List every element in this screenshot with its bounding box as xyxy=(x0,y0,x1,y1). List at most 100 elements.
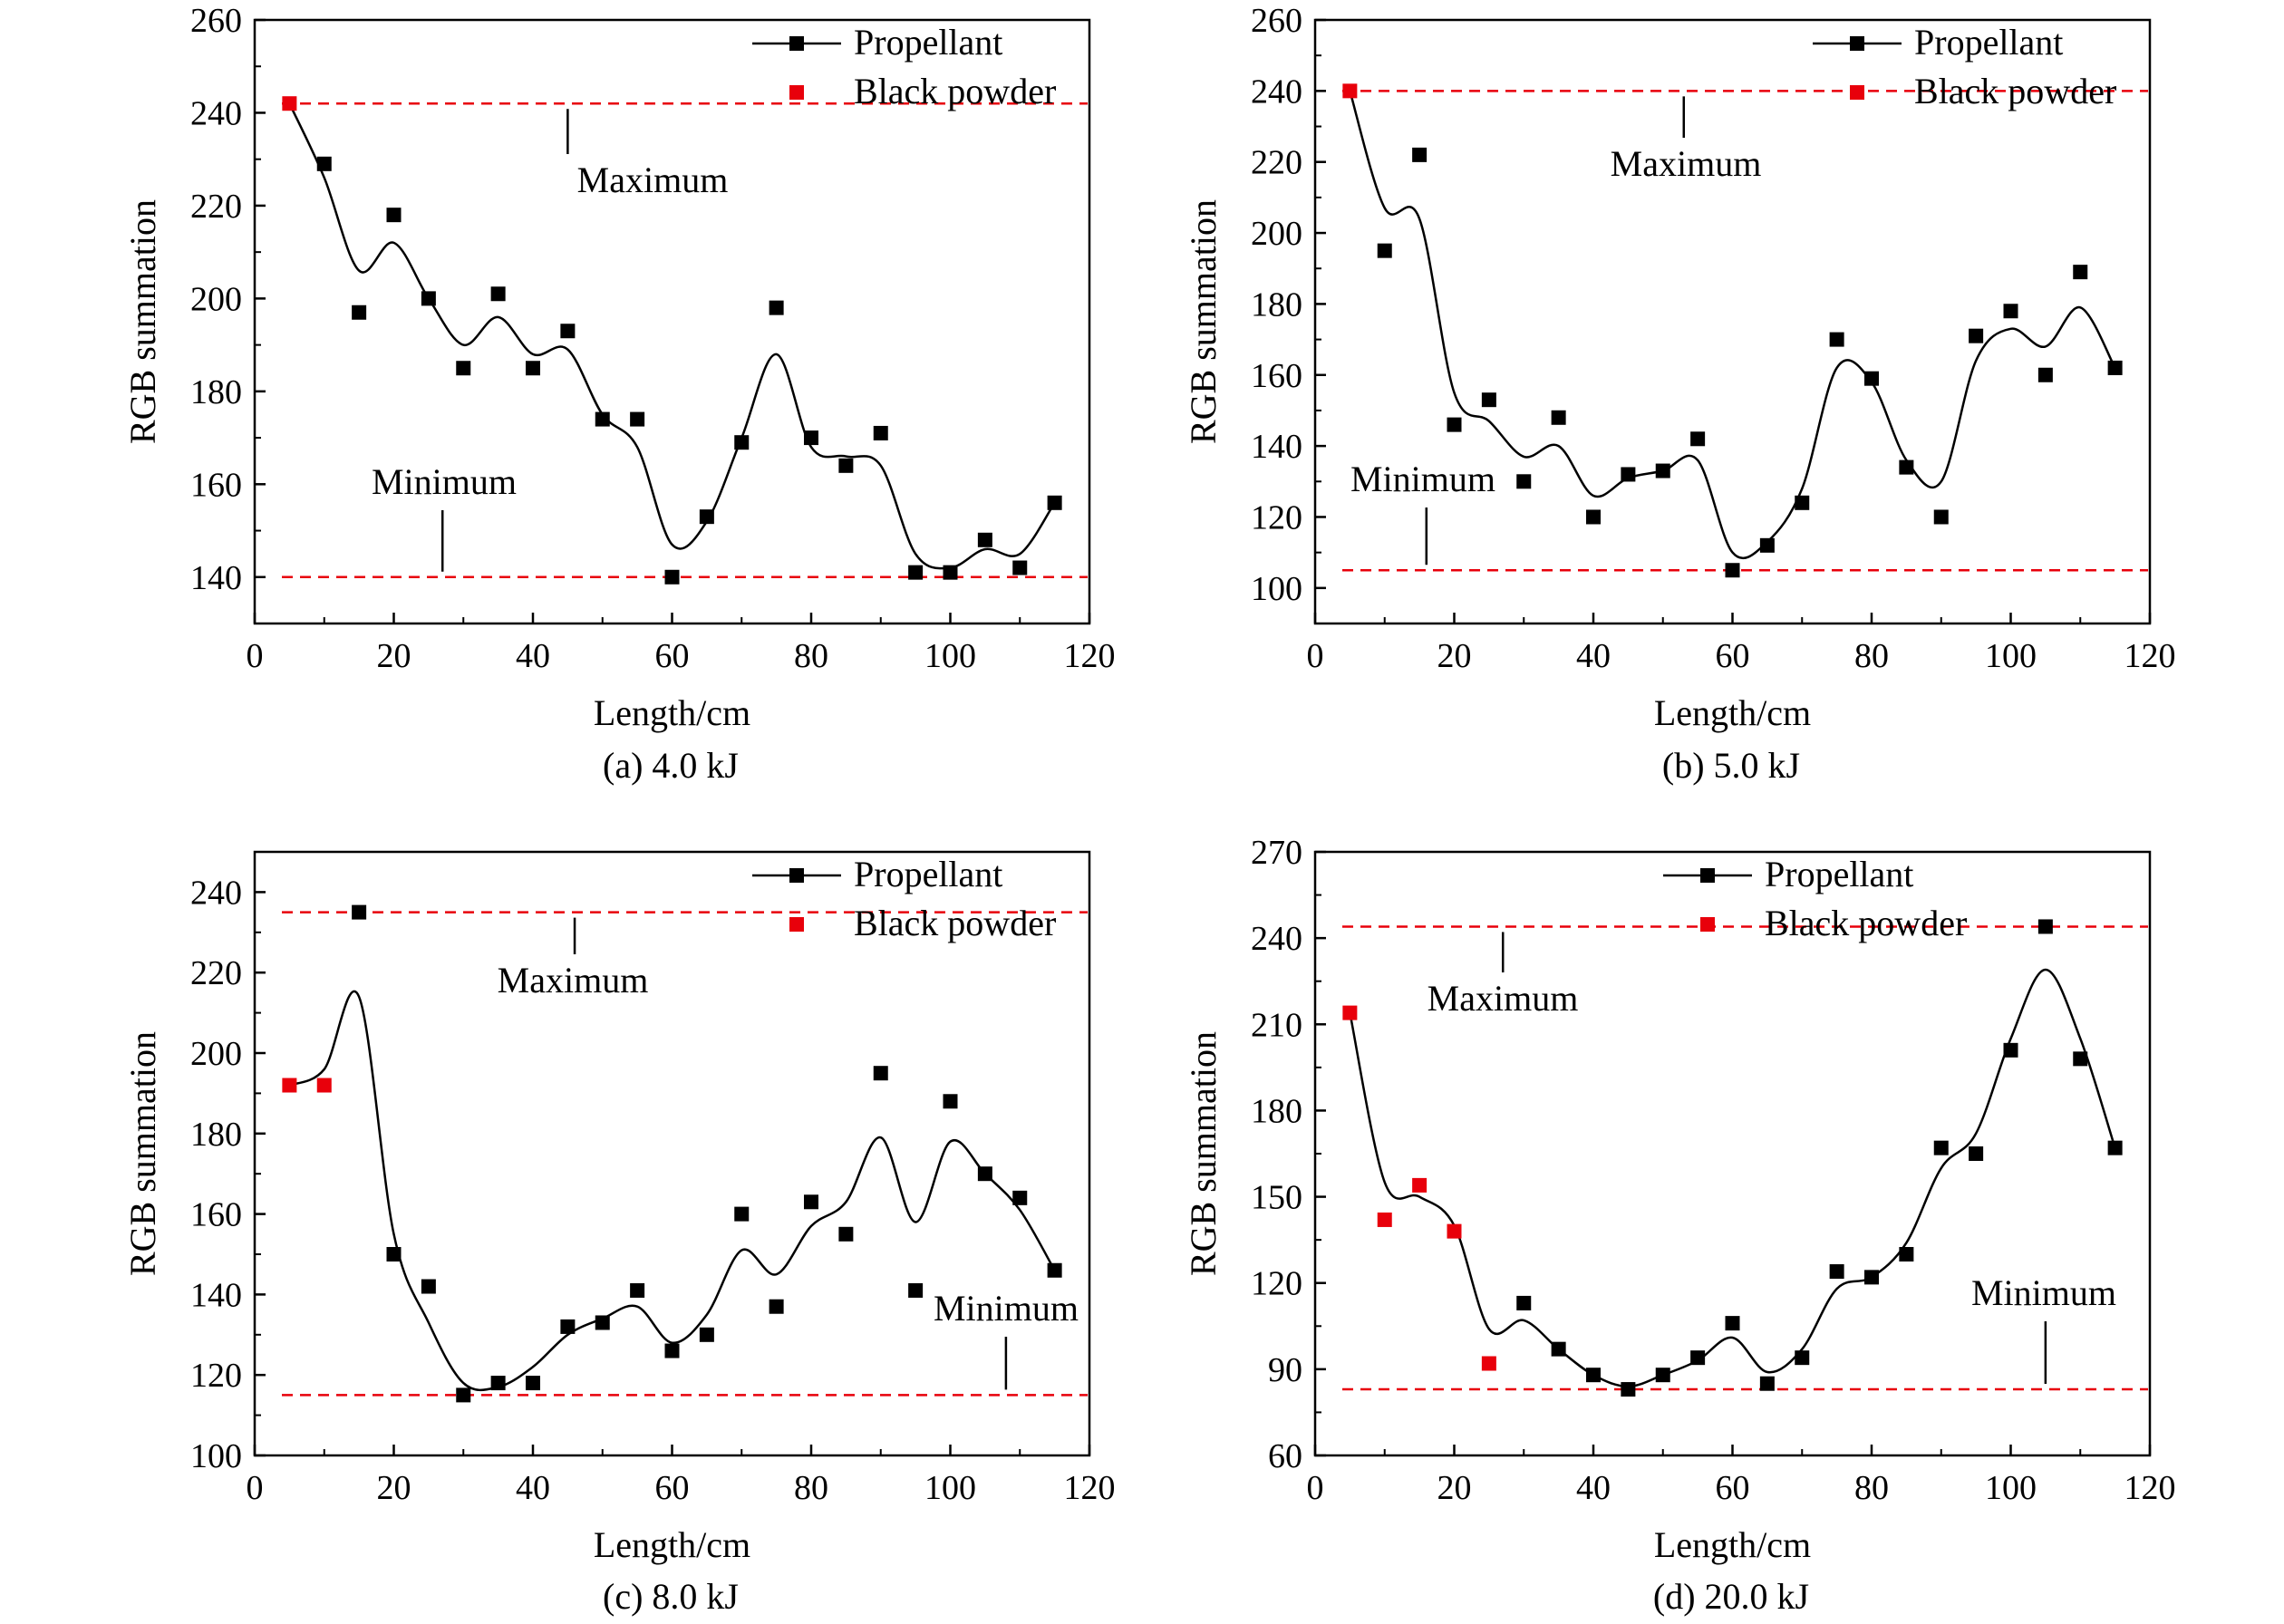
propellant-point xyxy=(2037,919,2053,934)
propellant-point xyxy=(1655,463,1670,478)
propellant-fit-curve xyxy=(288,102,1056,570)
propellant-point xyxy=(1586,1368,1601,1383)
black-powder-point xyxy=(1342,1005,1358,1020)
propellant-point xyxy=(595,411,610,427)
x-tick-label: 100 xyxy=(1985,637,2037,675)
propellant-point xyxy=(1969,328,1984,343)
legend-propellant-label: Propellant xyxy=(854,22,1002,63)
propellant-point xyxy=(456,1387,471,1403)
black-powder-point xyxy=(1481,1356,1496,1371)
x-tick-label: 120 xyxy=(2124,637,2176,675)
y-tick-label: 100 xyxy=(1251,570,1302,608)
propellant-point xyxy=(2003,304,2018,319)
x-axis-label: Length/cm xyxy=(594,1524,750,1565)
legend-propellant-marker xyxy=(1850,36,1864,51)
legend-black-powder-label: Black powder xyxy=(1765,903,1967,943)
propellant-point xyxy=(838,458,854,473)
y-tick-label: 160 xyxy=(190,1196,242,1234)
panel-caption: (c) 8.0 kJ xyxy=(603,1576,739,1617)
propellant-point xyxy=(386,208,402,223)
minimum-label: Minimum xyxy=(1971,1272,2116,1313)
legend-propellant-label: Propellant xyxy=(854,854,1002,894)
black-powder-point xyxy=(1342,83,1358,99)
y-tick-label: 210 xyxy=(1251,1006,1302,1044)
x-tick-label: 0 xyxy=(1307,637,1324,675)
propellant-point xyxy=(1621,1382,1636,1397)
propellant-point xyxy=(1516,1295,1532,1310)
x-tick-label: 60 xyxy=(1716,637,1750,675)
legend-propellant-marker xyxy=(789,868,804,883)
propellant-point xyxy=(1586,509,1601,525)
y-tick-label: 200 xyxy=(190,280,242,318)
propellant-point xyxy=(1795,1350,1810,1366)
black-powder-point xyxy=(282,1078,297,1093)
x-tick-label: 0 xyxy=(247,637,264,675)
black-powder-point xyxy=(282,96,297,111)
propellant-point xyxy=(943,565,958,580)
y-tick-label: 240 xyxy=(1251,72,1302,111)
x-tick-label: 40 xyxy=(516,1469,550,1507)
propellant-point xyxy=(1899,459,1914,475)
propellant-point xyxy=(1969,1146,1984,1161)
propellant-point xyxy=(1551,410,1566,425)
x-tick-label: 20 xyxy=(377,1469,411,1507)
y-tick-label: 260 xyxy=(1251,2,1302,40)
propellant-point xyxy=(1047,1262,1062,1278)
x-tick-label: 120 xyxy=(1064,1469,1116,1507)
propellant-point xyxy=(316,156,332,171)
propellant-point xyxy=(1864,371,1879,386)
propellant-point xyxy=(2107,360,2123,375)
propellant-point xyxy=(1759,1376,1775,1391)
propellant-point xyxy=(699,509,714,525)
x-tick-label: 80 xyxy=(794,637,828,675)
x-tick-label: 40 xyxy=(516,637,550,675)
propellant-point xyxy=(804,1194,818,1210)
propellant-fit-curve xyxy=(1349,90,2116,560)
propellant-point xyxy=(769,300,784,315)
propellant-point xyxy=(873,425,888,440)
propellant-point xyxy=(838,1226,854,1242)
legend-propellant-marker xyxy=(1700,868,1715,883)
propellant-point xyxy=(1690,1350,1706,1366)
black-powder-point xyxy=(316,1078,332,1093)
plot-frame xyxy=(1313,850,2152,1457)
propellant-point xyxy=(1795,495,1810,510)
x-tick-label: 60 xyxy=(1716,1469,1750,1507)
x-tick-label: 60 xyxy=(655,637,690,675)
propellant-point xyxy=(1933,1140,1949,1155)
panel-caption: (a) 4.0 kJ xyxy=(603,745,739,786)
propellant-point xyxy=(630,411,645,427)
propellant-point xyxy=(734,1206,750,1222)
black-powder-point xyxy=(1412,1177,1428,1193)
y-tick-label: 240 xyxy=(190,874,242,912)
panel-caption: (d) 20.0 kJ xyxy=(1653,1576,1809,1617)
y-tick-label: 180 xyxy=(1251,1092,1302,1130)
x-tick-label: 100 xyxy=(924,637,976,675)
y-axis-label: RGB summation xyxy=(122,1031,163,1276)
propellant-point xyxy=(352,904,367,920)
y-tick-label: 240 xyxy=(190,94,242,132)
y-tick-label: 140 xyxy=(190,559,242,597)
x-tick-label: 100 xyxy=(1985,1469,2037,1507)
propellant-point xyxy=(977,1166,992,1182)
propellant-point xyxy=(2073,1051,2088,1067)
y-axis-label: RGB summation xyxy=(1183,199,1224,444)
propellant-point xyxy=(804,430,818,446)
y-tick-label: 180 xyxy=(190,1116,242,1154)
legend-black-powder-marker xyxy=(789,85,804,100)
panel-d: 0 20 40 60 80 100 120 60 90 120 150 180 210 240 270 Len… xyxy=(1183,834,2176,1617)
propellant-point xyxy=(1412,147,1428,162)
propellant-point xyxy=(1551,1341,1566,1357)
y-tick-label: 140 xyxy=(1251,428,1302,466)
y-tick-label: 150 xyxy=(1251,1179,1302,1217)
propellant-point xyxy=(2107,1140,2123,1155)
propellant-point xyxy=(595,1315,610,1330)
x-tick-label: 100 xyxy=(924,1469,976,1507)
legend-black-powder-marker xyxy=(1850,85,1864,100)
x-tick-label: 40 xyxy=(1576,1469,1611,1507)
black-powder-point xyxy=(1377,1212,1392,1227)
propellant-point xyxy=(1655,1368,1670,1383)
legend-propellant-label: Propellant xyxy=(1914,22,2063,63)
propellant-point xyxy=(490,1376,506,1391)
y-tick-label: 160 xyxy=(1251,357,1302,395)
